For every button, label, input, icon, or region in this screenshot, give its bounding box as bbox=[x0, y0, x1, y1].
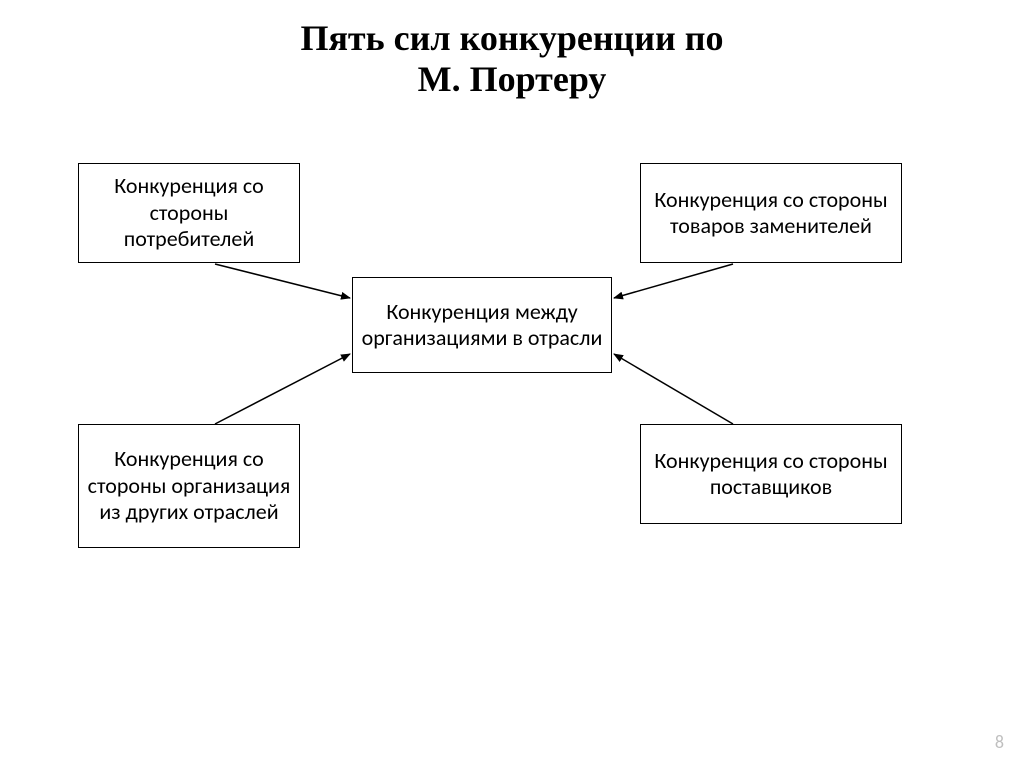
node-top-right: Конкуренция со стороны товаров заменител… bbox=[640, 163, 902, 263]
node-label: Конкуренция со стороны потребителей bbox=[87, 173, 291, 252]
title-line-2: М. Портеру bbox=[418, 59, 607, 99]
node-label: Конкуренция со стороны организация из др… bbox=[87, 446, 291, 525]
node-bottom-right: Конкуренция со стороны поставщиков bbox=[640, 424, 902, 524]
slide-title: Пять сил конкуренции по М. Портеру bbox=[0, 18, 1024, 101]
node-top-left: Конкуренция со стороны потребителей bbox=[78, 163, 300, 263]
diagram-edges bbox=[0, 0, 1024, 767]
node-label: Конкуренция со стороны товаров заменител… bbox=[649, 187, 893, 240]
node-bottom-left: Конкуренция со стороны организация из др… bbox=[78, 424, 300, 548]
page-number: 8 bbox=[995, 731, 1004, 753]
title-line-1: Пять сил конкуренции по bbox=[300, 18, 723, 58]
slide: Пять сил конкуренции по М. Портеру Конку… bbox=[0, 0, 1024, 767]
node-center: Конкуренция между организациями в отрасл… bbox=[352, 277, 612, 373]
node-label: Конкуренция между организациями в отрасл… bbox=[361, 299, 603, 352]
node-label: Конкуренция со стороны поставщиков bbox=[649, 448, 893, 501]
